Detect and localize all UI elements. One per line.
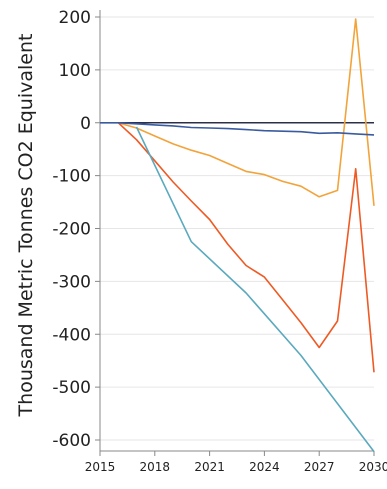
y-tick-label: -600 [52,431,91,451]
y-tick-label: -400 [52,325,91,345]
series-line-1 [118,18,375,206]
y-tick-label: -200 [52,220,91,240]
x-tick-label: 2018 [140,460,171,474]
y-tick-label: -300 [52,272,91,292]
y-tick-label: 0 [80,114,91,134]
y-axis-label: Thousand Metric Tonnes CO2 Equivalent [15,34,37,418]
axes [95,10,375,456]
x-tick-label: 2024 [249,460,280,474]
series-line-4 [100,122,375,136]
x-tick-label: 2021 [194,460,225,474]
y-tick-label: -100 [52,167,91,187]
series-line-3 [135,126,375,453]
x-tick-label: 2027 [304,460,335,474]
series-line-2 [117,122,375,373]
x-tick-label: 2030 [359,460,387,474]
tick-labels: 200 100 0 -100 -200 -300 -400 -500 -600 2015 2018 2… [52,8,387,474]
grid-lines [100,16,374,441]
y-tick-label: 200 [59,8,91,28]
y-tick-label: -500 [52,378,91,398]
y-tick-label: 100 [59,61,91,81]
x-tick-label: 2015 [85,460,116,474]
series-lines [100,18,375,453]
